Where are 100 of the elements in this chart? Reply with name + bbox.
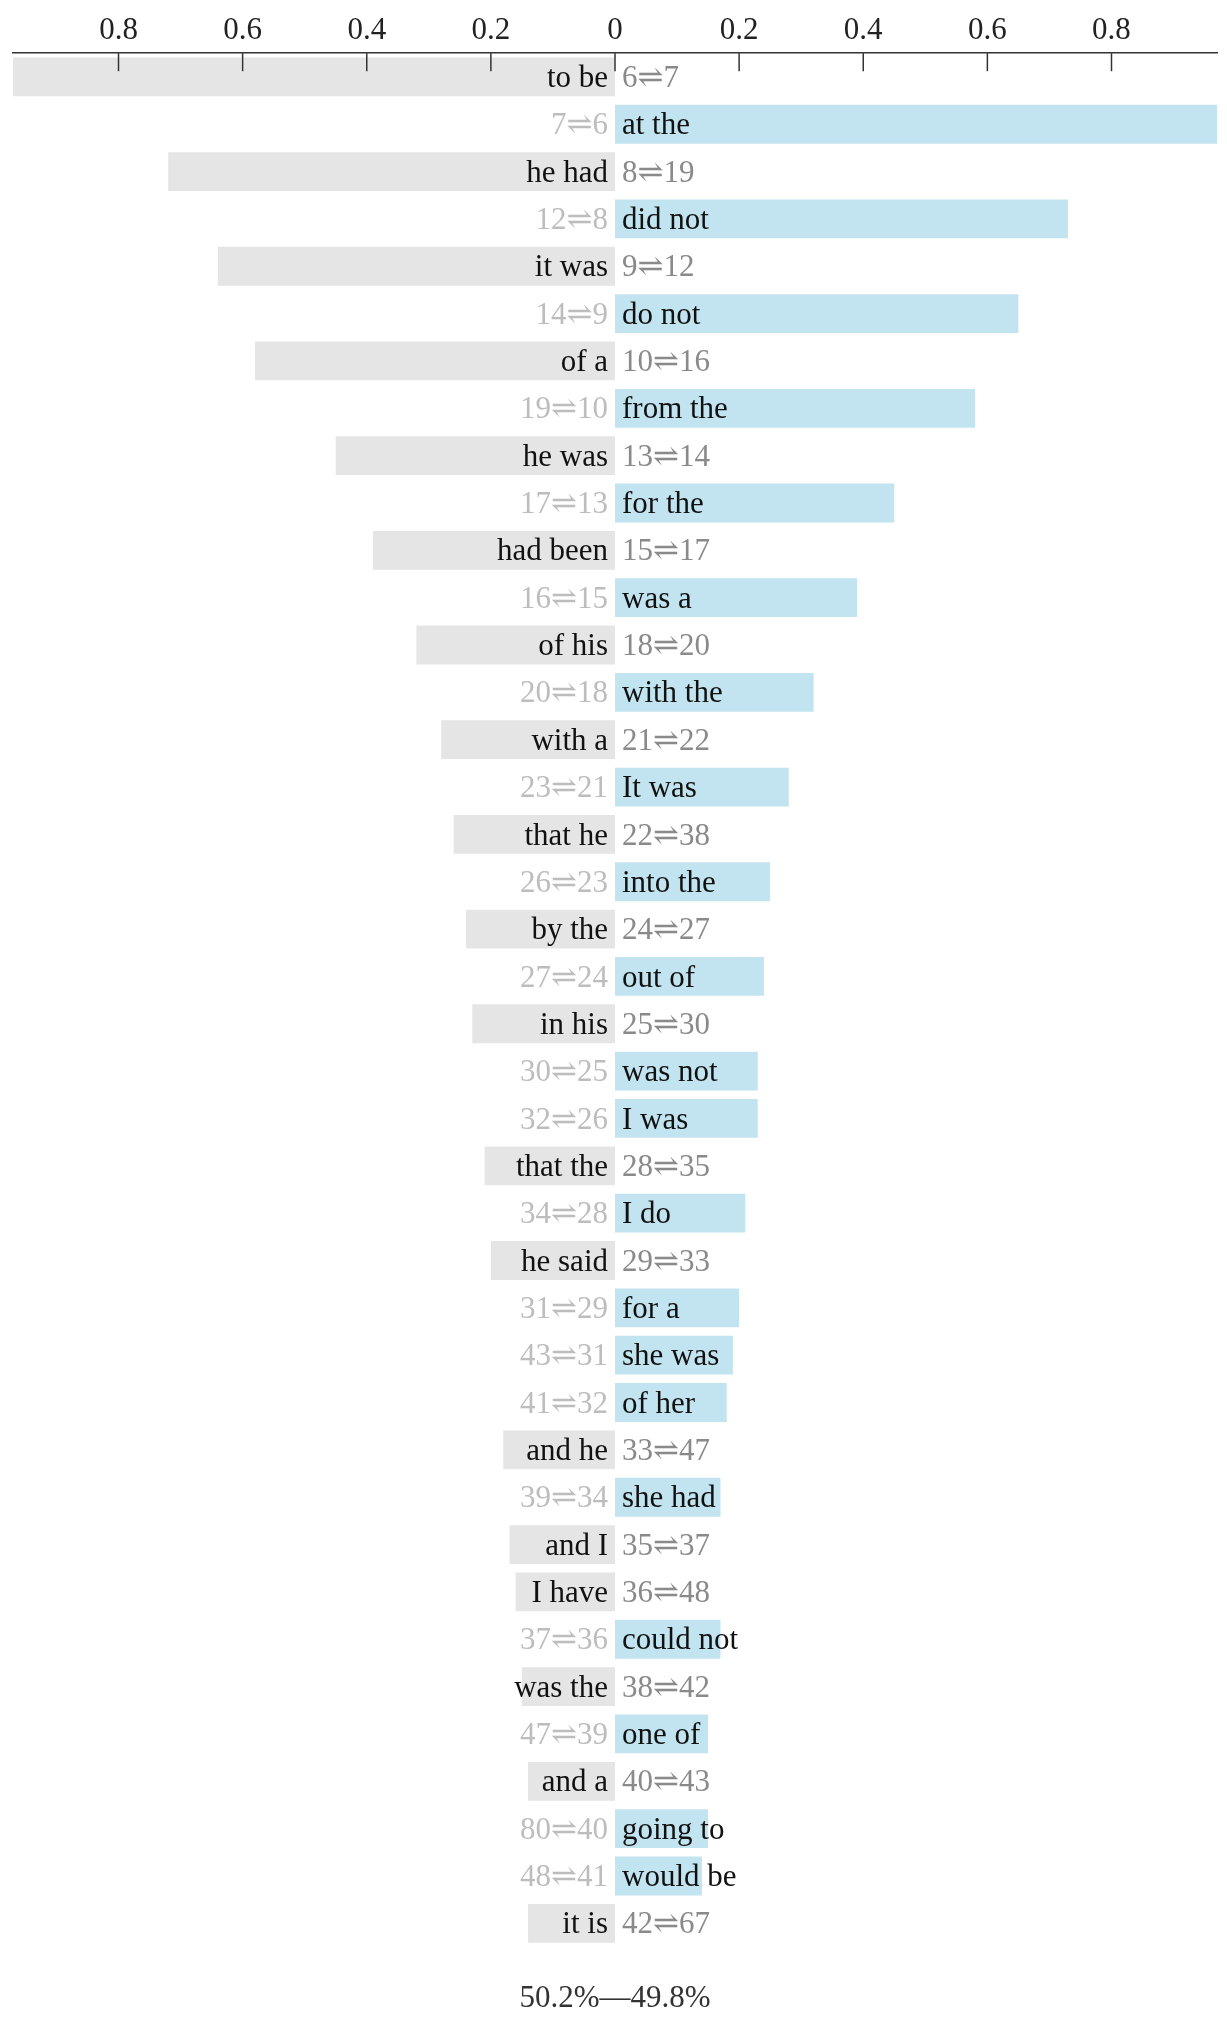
annotation: 40⇌43 <box>622 1763 710 1799</box>
y-tick-label: I was <box>622 1100 689 1136</box>
annotation: 24⇌27 <box>622 911 710 947</box>
y-tick-label: he was <box>522 437 608 473</box>
bar <box>372 530 615 570</box>
x-tick-label: 0.4 <box>843 10 884 46</box>
bar <box>615 767 789 807</box>
annotation: 21⇌22 <box>622 721 710 757</box>
bar <box>13 57 615 97</box>
y-tick-label: from the <box>622 390 728 426</box>
annotation: 35⇌37 <box>622 1526 710 1562</box>
y-tick-label: into the <box>622 863 716 899</box>
annotation: 13⇌14 <box>622 437 711 473</box>
y-tick-label: and a <box>541 1763 609 1799</box>
x-tick-label: 0.8 <box>99 10 138 46</box>
annotation: 20⇌18 <box>520 674 608 710</box>
bar <box>441 720 615 760</box>
bar <box>615 578 858 618</box>
annotation: 25⇌30 <box>622 1005 710 1041</box>
annotation: 36⇌48 <box>622 1574 710 1610</box>
y-tick-label: for a <box>622 1289 680 1325</box>
bar <box>615 388 975 428</box>
annotation: 16⇌15 <box>520 579 608 615</box>
y-tick-label: I do <box>622 1195 672 1231</box>
annotation: 47⇌39 <box>520 1716 608 1752</box>
y-tick-label: I have <box>531 1574 608 1610</box>
text: 50.2%—49.8% <box>519 1979 711 2015</box>
bar <box>615 957 764 996</box>
y-tick-label: with the <box>622 674 723 710</box>
bar <box>335 436 615 476</box>
annotation: 41⇌32 <box>520 1384 608 1420</box>
annotation: 42⇌67 <box>622 1905 710 1941</box>
y-tick-label: of his <box>538 627 608 663</box>
x-tick-label: 0.8 <box>1092 10 1131 46</box>
y-tick-label: with a <box>531 721 609 757</box>
annotation: 39⇌34 <box>520 1479 609 1515</box>
y-tick-label: was the <box>514 1668 608 1704</box>
y-tick-label: she had <box>622 1479 717 1515</box>
annotation: 7⇌6 <box>551 106 608 142</box>
annotation: 37⇌36 <box>520 1621 608 1657</box>
annotation: 6⇌7 <box>622 59 679 95</box>
y-tick-label: out of <box>622 958 696 994</box>
y-tick-label: that he <box>524 816 608 852</box>
y-tick-label: did not <box>622 201 710 237</box>
x-tick-label: 0.6 <box>223 10 262 46</box>
y-tick-label: could not <box>622 1621 739 1657</box>
annotation: 8⇌19 <box>622 153 695 189</box>
annotation: 34⇌28 <box>520 1195 608 1231</box>
bar <box>615 104 1217 144</box>
annotation: 22⇌38 <box>622 816 710 852</box>
y-tick-label: do not <box>622 295 701 331</box>
annotation: 28⇌35 <box>622 1147 710 1183</box>
annotation: 48⇌41 <box>520 1858 608 1894</box>
annotation: 80⇌40 <box>520 1810 608 1846</box>
y-tick-label: and he <box>526 1432 608 1468</box>
annotation: 14⇌9 <box>535 295 608 331</box>
y-tick-label: would be <box>622 1858 737 1894</box>
annotation: 18⇌20 <box>622 627 710 663</box>
y-tick-label: one of <box>622 1716 702 1752</box>
annotation: 33⇌47 <box>622 1432 710 1468</box>
bar <box>217 246 615 286</box>
annotation: 38⇌42 <box>622 1668 710 1704</box>
annotation: 27⇌24 <box>520 958 609 994</box>
y-tick-label: It was <box>622 769 697 805</box>
x-tick-label: 0 <box>607 10 623 46</box>
annotation: 43⇌31 <box>520 1337 608 1373</box>
y-tick-label: was not <box>622 1053 718 1089</box>
bar <box>528 1903 615 1943</box>
y-tick-label: he had <box>526 153 609 189</box>
bar <box>168 152 615 191</box>
y-tick-label: to be <box>546 59 608 95</box>
x-tick-label: 0.2 <box>719 10 759 46</box>
bar <box>615 199 1069 239</box>
bar <box>472 1004 615 1044</box>
y-tick-label: had been <box>496 532 609 568</box>
annotation: 31⇌29 <box>520 1289 608 1325</box>
bar <box>416 625 615 665</box>
y-tick-label: of a <box>560 343 609 379</box>
y-tick-label: that the <box>515 1147 608 1183</box>
y-tick-label: was a <box>622 579 692 615</box>
bar <box>615 294 1019 334</box>
x-tick-label: 0.2 <box>471 10 511 46</box>
annotation: 12⇌8 <box>535 201 608 237</box>
bar <box>615 1193 746 1233</box>
annotation: 26⇌23 <box>520 863 608 899</box>
y-tick-label: she was <box>622 1337 720 1373</box>
bar <box>615 672 814 712</box>
annotation: 19⇌10 <box>520 390 608 426</box>
y-tick-label: it was <box>534 248 608 284</box>
annotation: 30⇌25 <box>520 1053 608 1089</box>
x-tick-label: 0.6 <box>968 10 1007 46</box>
annotation: 9⇌12 <box>622 248 695 284</box>
y-tick-label: of her <box>622 1384 696 1420</box>
y-tick-label: going to <box>622 1810 725 1846</box>
y-tick-label: he said <box>521 1242 609 1278</box>
y-tick-label: and I <box>545 1526 608 1562</box>
bar <box>255 341 615 381</box>
x-tick-label: 0.4 <box>347 10 387 46</box>
y-tick-label: at the <box>622 106 690 142</box>
y-tick-label: in his <box>539 1005 608 1041</box>
